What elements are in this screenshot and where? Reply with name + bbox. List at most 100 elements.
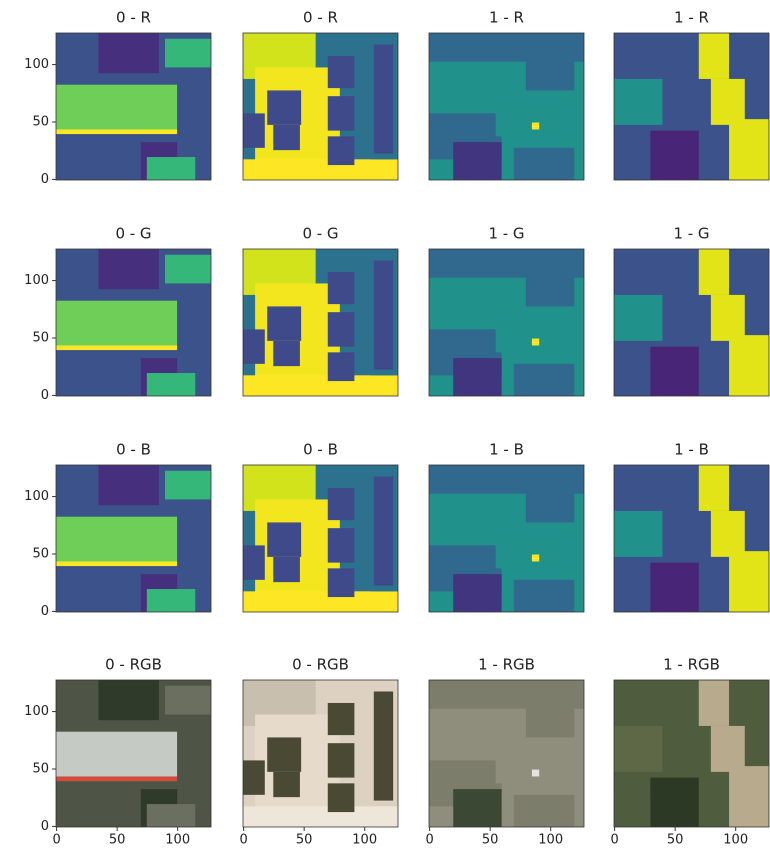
panel-title: 0 - RGB — [292, 656, 349, 674]
image-region — [165, 255, 211, 284]
image-region — [243, 159, 398, 180]
image — [614, 33, 769, 180]
image-region — [267, 306, 301, 340]
image-region — [650, 131, 698, 180]
x-tick-label: 100 — [723, 833, 748, 848]
y-tick-label: 0 — [41, 388, 49, 403]
image-region — [147, 373, 195, 396]
panel: 1 - B — [614, 441, 769, 613]
panel: 0 - R050100 — [24, 9, 211, 187]
panel: 0 - B050100 — [24, 441, 211, 619]
image — [614, 680, 769, 827]
image — [243, 680, 398, 827]
image-region — [273, 341, 300, 366]
panel: 1 - B — [429, 441, 584, 613]
image-region — [729, 335, 769, 396]
image-region — [496, 102, 569, 136]
y-tick-label: 50 — [32, 762, 49, 777]
image-region — [328, 96, 355, 130]
image — [614, 249, 769, 396]
image-region — [328, 703, 355, 735]
panel-title: 1 - G — [488, 225, 524, 243]
image-region — [729, 766, 769, 827]
image-region — [453, 358, 501, 396]
image-region — [374, 44, 393, 153]
panel-title: 0 - R — [303, 9, 338, 27]
image-region — [429, 249, 584, 278]
image-region — [328, 743, 355, 777]
panel-title: 1 - RGB — [478, 656, 535, 674]
image-region — [496, 318, 569, 352]
y-tick-label: 50 — [32, 115, 49, 130]
panel: 0 - RGB050100 — [239, 656, 398, 848]
image — [614, 465, 769, 612]
image-region — [267, 522, 301, 556]
image-region — [328, 528, 355, 562]
image-region — [56, 345, 183, 350]
image-region — [496, 749, 569, 783]
image-region — [374, 476, 393, 585]
image-region — [374, 260, 393, 369]
image-region — [453, 789, 501, 827]
image-region — [328, 272, 355, 304]
panel: 0 - R — [243, 9, 398, 181]
image — [56, 249, 211, 396]
panel-title: 1 - G — [673, 225, 709, 243]
image-region — [165, 39, 211, 68]
image-region — [165, 471, 211, 500]
image-region — [243, 375, 398, 396]
image — [56, 33, 211, 180]
image-region — [514, 795, 575, 827]
image-region — [98, 465, 159, 505]
panel-title: 1 - R — [489, 9, 524, 27]
image-region — [532, 770, 539, 777]
image-region — [328, 136, 355, 165]
image-region — [267, 737, 301, 771]
image-region — [56, 732, 183, 781]
image-region — [328, 352, 355, 381]
image-region — [273, 557, 300, 582]
image-region — [496, 534, 569, 568]
y-tick-label: 0 — [41, 172, 49, 187]
image-region — [243, 545, 265, 579]
panel: 1 - G — [429, 225, 584, 397]
image-region — [699, 465, 729, 511]
x-tick-label: 100 — [538, 833, 563, 848]
image-region — [429, 33, 584, 62]
image-region — [614, 511, 662, 557]
image-region — [56, 776, 183, 781]
panel: 1 - R — [429, 9, 584, 181]
x-tick-label: 50 — [667, 833, 684, 848]
panel: 0 - B — [243, 441, 398, 613]
image-region — [711, 79, 745, 125]
x-tick-label: 0 — [425, 833, 433, 848]
image — [56, 465, 211, 612]
image-region — [374, 691, 393, 800]
panel-title: 0 - R — [116, 9, 151, 27]
image-region — [56, 85, 183, 134]
image-region — [514, 148, 575, 180]
image-region — [147, 589, 195, 612]
panel: 1 - R — [614, 9, 769, 181]
image-region — [56, 517, 183, 566]
image-region — [328, 488, 355, 520]
image-region — [650, 347, 698, 396]
panel-title: 1 - R — [674, 9, 709, 27]
image-region — [56, 301, 183, 350]
image-region — [147, 804, 195, 827]
x-tick-label: 0 — [239, 833, 247, 848]
image-region — [614, 295, 662, 341]
image-region — [532, 123, 539, 130]
image-region — [328, 312, 355, 346]
y-tick-label: 0 — [41, 604, 49, 619]
image-region — [147, 157, 195, 180]
image-region — [699, 680, 729, 726]
image-region — [711, 295, 745, 341]
image-region — [699, 249, 729, 295]
panel: 1 - RGB050100 — [610, 656, 769, 848]
image-region — [56, 129, 183, 134]
image-region — [526, 62, 574, 91]
y-tick-label: 50 — [32, 331, 49, 346]
image-region — [429, 680, 584, 709]
image-region — [711, 511, 745, 557]
